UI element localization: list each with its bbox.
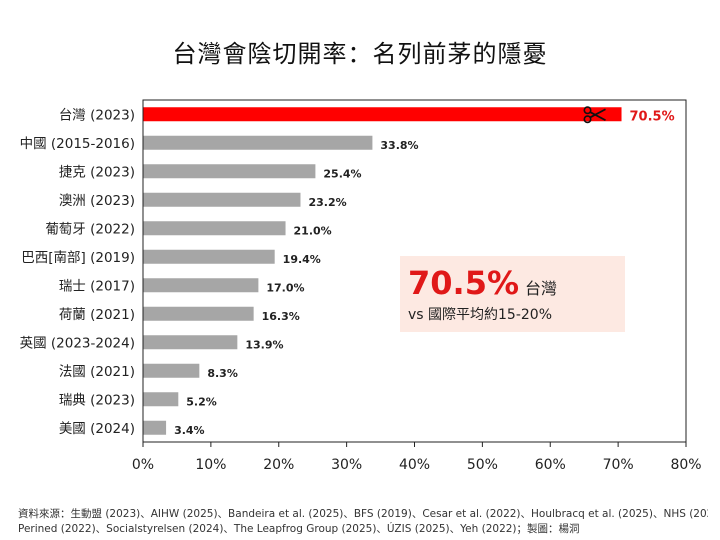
bar-7 [143,306,254,321]
value-label-11: 3.4% [174,424,205,437]
category-label-10: 瑞典 (2023) [59,392,135,408]
value-label-10: 5.2% [186,395,217,408]
callout-place: 台灣 [525,279,558,298]
source-line-1: 資料來源：生動盟 (2023)、AIHW (2025)、Bandeira et … [18,508,708,520]
category-label-3: 澳洲 (2023) [59,193,135,209]
value-label-4: 21.0% [294,224,332,237]
bar-1 [143,135,373,150]
source-line-2: Perined (2022)、Socialstyrelsen (2024)、Th… [18,523,580,535]
category-label-4: 葡萄牙 (2022) [45,221,135,237]
x-tick-label-2: 20% [263,457,294,473]
category-label-7: 荷蘭 (2021) [59,307,135,323]
callout-subtitle: vs 國際平均約15-20% [408,307,553,323]
value-label-3: 23.2% [308,196,346,209]
x-tick-label-8: 80% [670,457,701,473]
x-tick-label-1: 10% [195,457,226,473]
bar-chart: 台灣 (2023) 70.5% 中國 (2015-2016) 33.8% 捷克 (202… [20,99,702,473]
bar-10 [143,392,179,407]
value-label-0: 70.5% [630,109,675,124]
bar-11 [143,420,167,435]
bar-9 [143,363,200,378]
category-label-9: 法國 (2021) [59,364,135,380]
bar-5 [143,249,275,264]
value-label-1: 33.8% [380,139,418,152]
bar-0 [143,107,622,122]
category-label-11: 美國 (2024) [59,421,135,437]
value-label-6: 17.0% [266,281,304,294]
category-label-0: 台灣 (2023) [59,107,135,123]
axis-layer: 0% 10% 20% 30% 40% 50% 60% 70% 80% [132,99,702,473]
value-label-2: 25.4% [323,167,361,180]
bar-2 [143,164,316,179]
value-label-8: 13.9% [245,338,283,351]
x-tick-label-5: 50% [467,457,498,473]
x-tick-label-7: 70% [603,457,634,473]
highlight-callout: 70.5% 台灣 vs 國際平均約15-20% [400,256,625,332]
category-label-2: 捷克 (2023) [59,164,135,180]
callout-value: 70.5% [408,264,520,302]
chart-title: 台灣會陰切開率：名列前茅的隱憂 [172,40,548,68]
category-label-5: 巴西[南部] (2019) [21,250,135,266]
category-label-1: 中國 (2015-2016) [20,136,135,152]
source-footnote: 資料來源：生動盟 (2023)、AIHW (2025)、Bandeira et … [18,507,708,537]
x-tick-label-6: 60% [535,457,566,473]
bar-8 [143,335,238,350]
bar-3 [143,192,301,207]
scissors-icon [583,106,606,124]
bar-4 [143,221,286,236]
category-label-6: 瑞士 (2017) [59,278,135,294]
category-label-8: 英國 (2023-2024) [20,334,135,351]
bars-layer [143,107,622,435]
x-tick-label-0: 0% [132,457,154,473]
x-tick-label-3: 30% [331,457,362,473]
value-label-9: 8.3% [207,367,238,380]
labels-layer: 台灣 (2023) 70.5% 中國 (2015-2016) 33.8% 捷克 (202… [20,107,675,437]
x-tick-label-4: 40% [399,457,430,473]
value-label-5: 19.4% [283,253,321,266]
bar-6 [143,278,259,293]
value-label-7: 16.3% [262,310,300,323]
